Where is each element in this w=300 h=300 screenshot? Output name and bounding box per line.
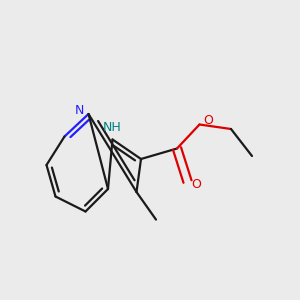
Text: O: O [204,114,213,128]
Text: NH: NH [103,121,122,134]
Text: O: O [192,178,201,191]
Text: N: N [75,104,84,118]
